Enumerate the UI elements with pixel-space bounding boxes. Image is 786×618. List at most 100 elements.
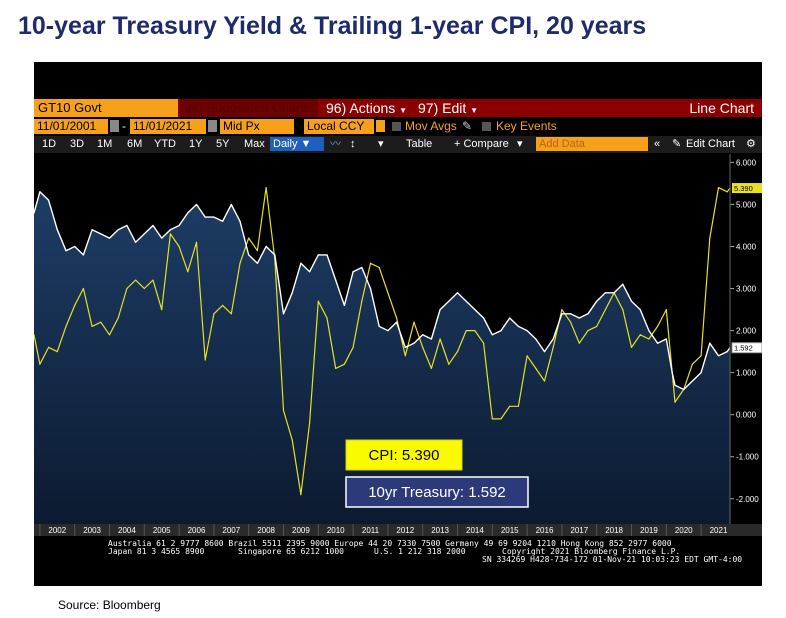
edit-menu[interactable]: 97) Edit ▼ [418, 99, 478, 120]
period-5y[interactable]: 5Y [216, 138, 230, 150]
cpi-series-line-point [309, 422, 311, 424]
period-1m[interactable]: 1M [97, 138, 113, 150]
calendar-icon[interactable] [110, 120, 119, 132]
chart-title: 10-year Treasury Yield & Trailing 1-year… [18, 12, 647, 40]
x-tick-label: 2012 [396, 526, 414, 535]
cpi-series-line-point [187, 271, 189, 273]
cpi-series-line-point [587, 330, 589, 332]
y-tick-label: 0.000 [736, 411, 757, 420]
cpi-series-line-point [709, 237, 711, 239]
start-date-field[interactable]: 11/01/2001 [34, 119, 108, 134]
period-ytd[interactable]: YTD [154, 138, 176, 150]
x-tick-label: 2016 [536, 526, 554, 535]
cpi-series-line-point [352, 346, 354, 348]
treasury-series-line-point [335, 279, 337, 281]
edit-chart-button[interactable]: Edit Chart [686, 138, 735, 150]
add-data-input[interactable]: Add Data [536, 137, 648, 151]
cpi-series-line-point [430, 367, 432, 369]
treasury-series-line-point [596, 300, 598, 302]
y-tick-label: 6.000 [736, 158, 757, 167]
x-tick-label: 2007 [222, 526, 240, 535]
period-1y[interactable]: 1Y [189, 138, 203, 150]
period-3d[interactable]: 3D [70, 138, 85, 150]
cpi-series-line-point [222, 304, 224, 306]
currency-select[interactable]: Local CCY [304, 119, 374, 134]
mov-avgs-label: Mov Avgs [405, 119, 457, 133]
treasury-series-line-point [535, 338, 537, 340]
compare-button[interactable]: + Compare [454, 138, 509, 150]
period-max[interactable]: Max [244, 138, 265, 150]
treasury-series-line-point [187, 212, 189, 214]
treasury-series-line-point [456, 292, 459, 294]
treasury-series-line-point [726, 351, 728, 353]
chevron-down-icon[interactable]: ▾ [378, 138, 384, 150]
ticker-field[interactable]: GT10 Govt [34, 99, 178, 117]
cpi-series-line-point [500, 418, 502, 420]
treasury-series-line-point [526, 330, 528, 332]
x-tick-label: 2008 [257, 526, 275, 535]
pencil-icon[interactable]: ✎ [462, 119, 473, 133]
footer-session-info: SN 334269 H428-734-172 01-Nov-21 10:03:2… [482, 555, 743, 564]
y-tick-label: 4.000 [736, 243, 757, 252]
cpi-series-line-point [639, 334, 641, 336]
footer-contacts-line1: Australia 61 2 9777 8600 Brazil 5511 239… [108, 539, 672, 548]
chevron-down-icon[interactable] [376, 120, 385, 132]
gear-icon[interactable]: ⚙ [746, 138, 756, 150]
bar-style-icon[interactable]: ↕ [350, 138, 356, 150]
pencil-icon[interactable]: ✎ [672, 138, 682, 150]
last-value-tag [731, 342, 762, 354]
treasury-series-line-point [622, 283, 624, 285]
mov-avgs-checkbox[interactable] [392, 122, 401, 131]
treasury-series-line-point [378, 325, 380, 327]
treasury-series-line-point [143, 233, 145, 235]
cpi-series-line-point [700, 355, 702, 357]
price-field-select[interactable]: Mid Px [220, 119, 294, 134]
line-style-icon[interactable]: 〰 [330, 138, 341, 150]
treasury-series-line-point [630, 300, 633, 302]
cpi-series-line-point [143, 287, 145, 290]
treasury-series-line-point [561, 313, 563, 315]
treasury-series-line-point [404, 346, 406, 348]
period-6m[interactable]: 6M [127, 138, 143, 150]
cpi-series-line-point [230, 313, 232, 315]
treasury-series-line-point [256, 262, 258, 264]
treasury-series-line-point [39, 191, 41, 193]
treasury-series-line-point [439, 309, 441, 311]
treasury-callout-label: 10yr Treasury: 1.592 [368, 484, 506, 501]
treasury-series-line-point [613, 292, 615, 294]
cpi-series-line-point [169, 233, 171, 235]
cpi-series-line-point [248, 237, 250, 239]
treasury-series-line-point [34, 212, 35, 214]
collapse-icon[interactable]: « [654, 138, 661, 150]
cpi-series-line-point [691, 363, 694, 365]
chevron-down-icon: ▼ [300, 138, 312, 150]
calendar-icon[interactable] [208, 120, 217, 132]
frequency-select[interactable]: Daily ▼ [270, 137, 324, 151]
suggested-charts-button[interactable]: 94) Suggested Charts [180, 99, 318, 117]
x-tick-label: 2013 [431, 526, 449, 535]
treasury-series-line-point [639, 309, 641, 311]
actions-menu[interactable]: 96) Actions ▼ [326, 99, 407, 120]
table-button[interactable]: Table [406, 138, 433, 150]
cpi-series-line-point [674, 401, 676, 403]
period-1d[interactable]: 1D [42, 138, 57, 150]
treasury-series-line-point [657, 342, 659, 344]
chevron-down-icon[interactable]: ▾ [517, 138, 523, 150]
cpi-series-line-point [117, 317, 119, 319]
cpi-series-line-point [665, 309, 667, 311]
x-tick-label: 2019 [640, 526, 658, 535]
cpi-series-line-point [404, 355, 406, 357]
x-tick-label: 2015 [501, 526, 519, 535]
cpi-series-line-point [204, 359, 206, 361]
x-tick-label: 2004 [118, 526, 136, 535]
treasury-callout-box [345, 476, 529, 508]
treasury-series-line-point [74, 245, 76, 248]
key-events-checkbox[interactable] [482, 122, 491, 131]
end-date-field[interactable]: 11/01/2021 [130, 119, 206, 134]
treasury-series-line-point [161, 237, 163, 239]
treasury-series-line-point [396, 321, 398, 323]
treasury-series-line-point [509, 317, 511, 319]
treasury-series-line-point [430, 338, 432, 340]
treasury-series-line-point [282, 313, 285, 315]
treasury-series-line-point [265, 245, 267, 248]
